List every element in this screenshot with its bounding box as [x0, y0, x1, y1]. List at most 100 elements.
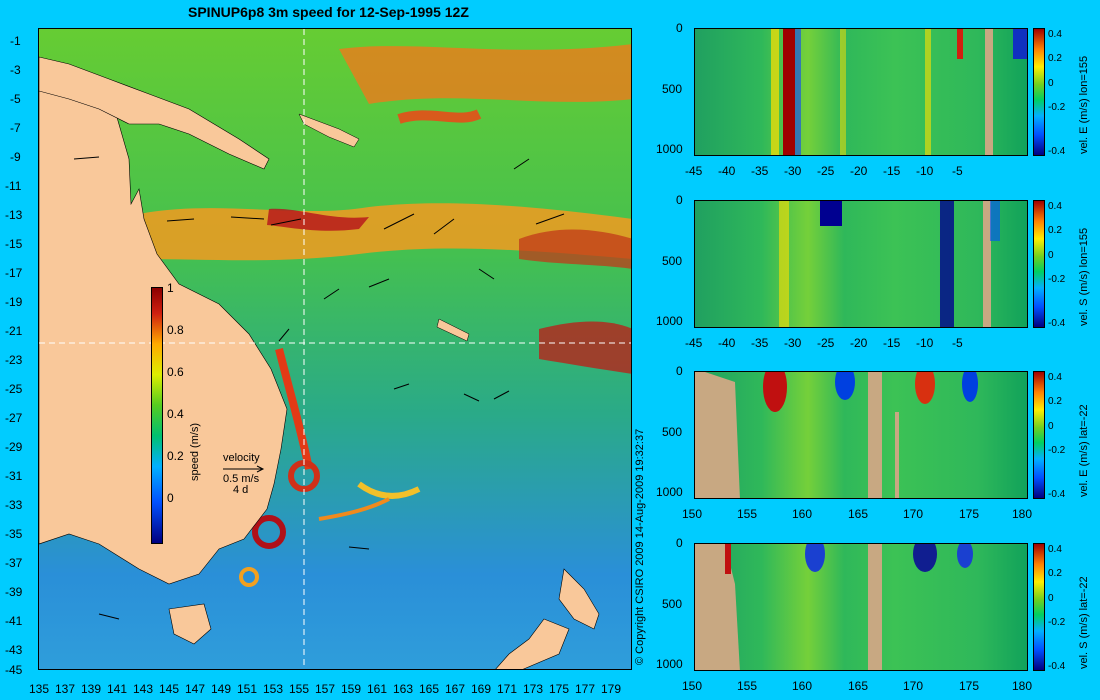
speed-colorbar [151, 287, 163, 544]
map-x-tick: 155 [289, 682, 310, 696]
eddy [252, 515, 286, 549]
map-x-tick: 163 [393, 682, 414, 696]
panel-x-tick: -45 [685, 164, 703, 178]
map-x-tick: 179 [601, 682, 622, 696]
panel-colorbar-label: vel. S (m/s) lat=-22 [1078, 576, 1090, 669]
section-panel-s-lon155[interactable] [694, 200, 1028, 328]
current-band [397, 109, 482, 124]
map-x-tick: 153 [263, 682, 284, 696]
map-x-tick: 161 [367, 682, 388, 696]
map-x-tick: 175 [549, 682, 570, 696]
colorbar-panel-2 [1033, 200, 1045, 328]
panel-colorbar-tick: -0.2 [1048, 445, 1066, 456]
panel-colorbar-tick: -0.4 [1048, 489, 1066, 500]
panel-x-tick: -10 [916, 336, 934, 350]
speed-colorbar-tick: 0.4 [167, 407, 184, 421]
panel-x-tick: 150 [682, 679, 703, 693]
map-x-tick: 141 [107, 682, 128, 696]
page-title: SPINUP6p8 3m speed for 12-Sep-1995 12Z [188, 4, 469, 20]
map-y-tick: -3 [10, 63, 21, 77]
new-guinea-landmass [39, 56, 270, 170]
panel-x-tick: -30 [784, 336, 802, 350]
section-panel-graphic [779, 201, 1000, 327]
map-y-tick: -25 [5, 382, 23, 396]
map-y-tick: -17 [5, 266, 23, 280]
panel-x-tick: 165 [848, 507, 869, 521]
panel-colorbar-tick: -0.2 [1048, 617, 1066, 628]
section-panel-graphic [695, 372, 978, 498]
section-panel-graphic [771, 29, 1027, 155]
map-y-tick: -41 [5, 614, 23, 628]
map-y-tick: -7 [10, 121, 21, 135]
new-zealand-landmass [558, 568, 600, 630]
panel-x-tick: -10 [916, 164, 934, 178]
eddy [239, 567, 259, 587]
panel-y-tick: 500 [662, 82, 683, 96]
panel-colorbar-tick: 0.2 [1048, 396, 1062, 407]
speed-colorbar-tick: 0 [167, 491, 174, 505]
new-zealand-landmass [495, 618, 570, 669]
velocity-legend-speed: 0.5 m/s [223, 473, 260, 485]
current-band [139, 203, 631, 261]
panel-x-tick: -45 [685, 336, 703, 350]
map-y-tick: -19 [5, 295, 23, 309]
panel-x-tick: -25 [817, 164, 835, 178]
velocity-legend-time: 4 d [233, 484, 249, 496]
section-panel-graphic [695, 544, 973, 670]
map-x-tick: 139 [81, 682, 102, 696]
map-x-tick: 157 [315, 682, 336, 696]
panel-colorbar-tick: -0.2 [1048, 102, 1066, 113]
panel-colorbar-tick: 0.4 [1048, 372, 1062, 383]
panel-x-tick: 155 [737, 679, 758, 693]
current-band [318, 497, 390, 521]
map-x-tick: 137 [55, 682, 76, 696]
panel-colorbar-tick: 0.4 [1048, 29, 1062, 40]
map-y-tick: -23 [5, 353, 23, 367]
section-panel-e-lon155[interactable] [694, 28, 1028, 156]
panel-y-tick: 1000 [656, 314, 683, 328]
island [436, 318, 470, 342]
panel-x-tick: -25 [817, 336, 835, 350]
panel-x-tick: -40 [718, 164, 736, 178]
panel-x-tick: 180 [1012, 679, 1033, 693]
panel-y-tick: 1000 [656, 142, 683, 156]
map-x-tick: 159 [341, 682, 362, 696]
map-y-tick: -43 [5, 643, 23, 657]
map-x-tick: 143 [133, 682, 154, 696]
map-y-tick: -15 [5, 237, 23, 251]
copyright-notice: © Copyright CSIRO 2009 14-Aug-2009 19:32… [634, 428, 646, 665]
current-band [339, 44, 631, 104]
map-x-tick: 165 [419, 682, 440, 696]
speed-map[interactable]: 1 0.8 0.6 0.4 0.2 0 speed (m/s) velocity… [38, 28, 632, 670]
map-y-tick: -29 [5, 440, 23, 454]
map-y-tick: -11 [5, 179, 22, 193]
australia-landmass [39, 88, 288, 585]
current-band [275, 348, 313, 470]
panel-x-tick: -20 [850, 336, 868, 350]
panel-x-tick: 150 [682, 507, 703, 521]
map-x-tick: 171 [497, 682, 518, 696]
panel-x-tick: 170 [903, 679, 924, 693]
panel-colorbar-tick: -0.4 [1048, 318, 1066, 329]
map-x-tick: 169 [471, 682, 492, 696]
map-y-tick: -5 [10, 92, 21, 106]
section-panel-e-lat22[interactable] [694, 371, 1028, 499]
speed-map-graphic [39, 29, 631, 669]
map-y-tick: -33 [5, 498, 23, 512]
panel-colorbar-tick: -0.4 [1048, 146, 1066, 157]
panel-x-tick: -15 [883, 336, 901, 350]
speed-colorbar-tick: 0.6 [167, 365, 184, 379]
map-y-tick: -35 [5, 527, 23, 541]
panel-colorbar-tick: 0.2 [1048, 568, 1062, 579]
panel-colorbar-label: vel. S (m/s) lon=155 [1078, 227, 1090, 326]
panel-x-tick: 155 [737, 507, 758, 521]
panel-x-tick: -30 [784, 164, 802, 178]
panel-x-tick: 160 [792, 679, 813, 693]
section-panel-s-lat22[interactable] [694, 543, 1028, 671]
panel-y-tick: 0 [676, 193, 683, 207]
panel-y-tick: 500 [662, 254, 683, 268]
panel-colorbar-tick: 0.2 [1048, 53, 1062, 64]
panel-x-tick: -5 [952, 164, 963, 178]
panel-x-tick: 165 [848, 679, 869, 693]
colorbar-panel-3 [1033, 371, 1045, 499]
